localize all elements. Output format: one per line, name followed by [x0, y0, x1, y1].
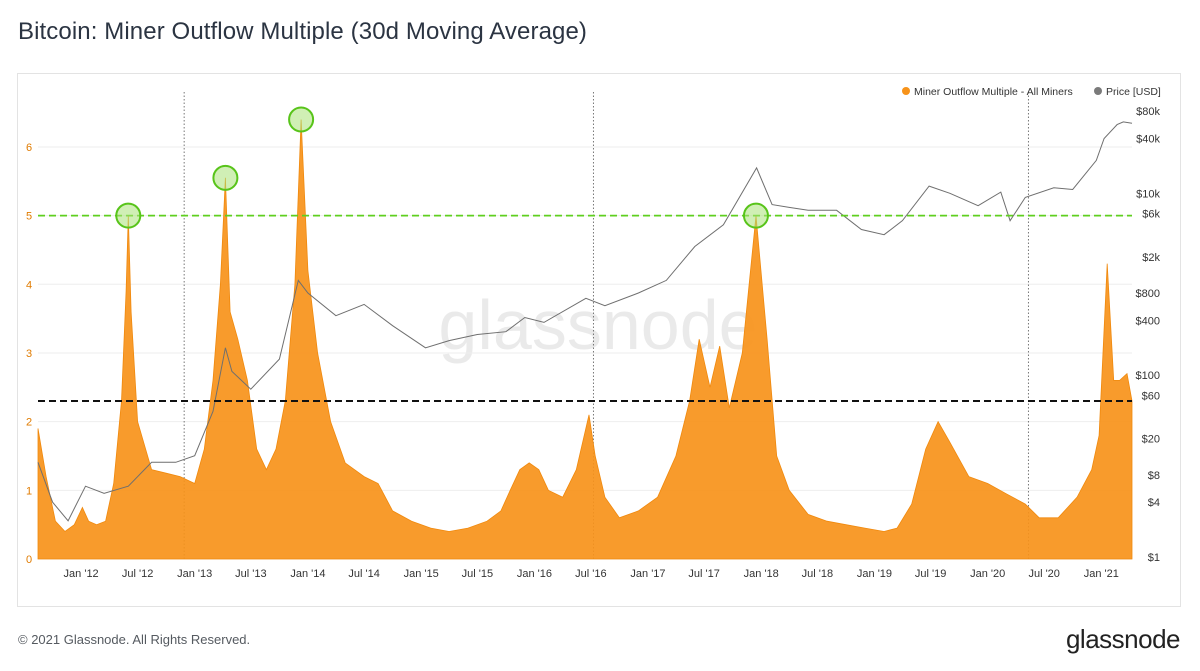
- x-tick-label: Jan '16: [517, 568, 552, 580]
- y-left-tick-label: 5: [26, 211, 32, 223]
- peak-highlight-circle: [742, 202, 769, 229]
- x-tick-label: Jul '15: [462, 568, 493, 580]
- x-tick-label: Jan '17: [630, 568, 665, 580]
- y-left-tick-label: 6: [26, 142, 32, 154]
- y-right-tick-label: $8: [1148, 470, 1160, 482]
- y-right-tick-label: $100: [1136, 370, 1160, 382]
- y-left-tick-label: 3: [26, 348, 32, 360]
- y-right-tick-label: $20: [1142, 434, 1160, 446]
- legend-item[interactable]: Miner Outflow Multiple - All Miners: [902, 86, 1073, 98]
- legend-swatch: [902, 87, 910, 95]
- x-tick-label: Jan '12: [64, 568, 99, 580]
- legend-label: Miner Outflow Multiple - All Miners: [914, 86, 1073, 98]
- y-right-tick-label: $2k: [1142, 252, 1160, 264]
- annotation-layer: [38, 106, 1132, 403]
- axis-layer: 0 1 2 3 4 5 6 $1 $4 $8 $20 $60 $100 $400 $800 $2k $6k $10…: [26, 106, 1160, 580]
- price-layer: [37, 121, 1133, 522]
- x-tick-label: Jan '21: [1084, 568, 1119, 580]
- y-right-tick-label: $4: [1148, 497, 1160, 509]
- y-left-tick-label: 1: [26, 485, 32, 497]
- legend[interactable]: Miner Outflow Multiple - All Miners Price…: [902, 86, 1161, 98]
- peak-highlight-circle: [288, 106, 315, 133]
- x-tick-label: Jan '15: [404, 568, 439, 580]
- x-tick-label: Jul '18: [802, 568, 833, 580]
- legend-item[interactable]: Price [USD]: [1094, 86, 1161, 98]
- x-tick-label: Jan '18: [744, 568, 779, 580]
- x-tick-label: Jul '17: [688, 568, 719, 580]
- watermark: glassnode: [438, 286, 757, 364]
- y-right-tick-label: $60: [1142, 390, 1160, 402]
- x-tick-label: Jul '16: [575, 568, 606, 580]
- x-tick-label: Jul '14: [348, 568, 379, 580]
- x-tick-label: Jan '19: [857, 568, 892, 580]
- y-right-tick-label: $10k: [1136, 188, 1160, 200]
- y-right-tick-label: $40k: [1136, 134, 1160, 146]
- chart-svg: glassnode 0 1 2 3 4 5 6 $1 $4 $8 $20 $60 $100 $400 $80…: [26, 86, 1161, 580]
- legend-label: Price [USD]: [1106, 86, 1161, 98]
- series-miner-outflow-multiple-area: [37, 119, 1133, 560]
- y-right-tick-label: $80k: [1136, 106, 1160, 118]
- peak-highlight-circle: [115, 202, 142, 229]
- y-right-tick-label: $1: [1148, 552, 1160, 564]
- legend-swatch: [1094, 87, 1102, 95]
- x-tick-label: Jan '20: [970, 568, 1005, 580]
- x-tick-label: Jan '13: [177, 568, 212, 580]
- series-price-line: [37, 121, 1133, 522]
- x-tick-label: Jul '13: [235, 568, 266, 580]
- copyright-text: © 2021 Glassnode. All Rights Reserved.: [18, 632, 251, 647]
- peak-highlight-circle: [212, 164, 239, 191]
- x-tick-label: Jul '20: [1028, 568, 1059, 580]
- glassnode-logo[interactable]: glassnode: [1065, 624, 1181, 654]
- y-right-tick-label: $6k: [1142, 208, 1160, 220]
- chart-frame: glassnode 0 1 2 3 4 5 6 $1 $4 $8 $20 $60 $100 $400 $80…: [17, 73, 1181, 607]
- x-tick-label: Jul '19: [915, 568, 946, 580]
- y-left-tick-label: 0: [26, 554, 32, 566]
- x-tick-label: Jan '14: [290, 568, 325, 580]
- page-title: Bitcoin: Miner Outflow Multiple (30d Mov…: [18, 18, 588, 45]
- y-left-tick-label: 2: [26, 417, 32, 429]
- y-right-tick-label: $800: [1136, 288, 1160, 300]
- area-layer: [37, 119, 1133, 560]
- y-right-tick-label: $400: [1136, 315, 1160, 327]
- y-left-tick-label: 4: [26, 279, 32, 291]
- x-tick-label: Jul '12: [122, 568, 153, 580]
